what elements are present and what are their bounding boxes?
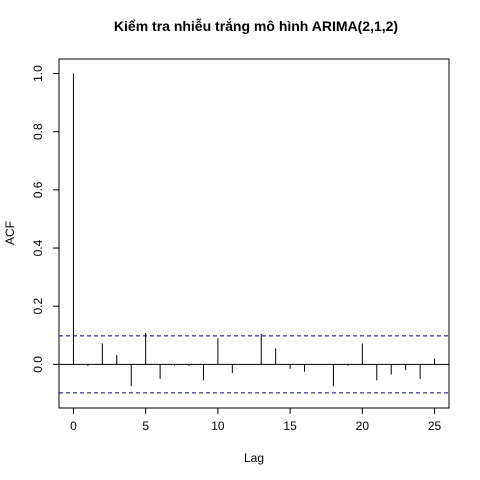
- x-tick-label-15: 15: [283, 419, 297, 433]
- x-tick-label-0: 0: [70, 419, 77, 433]
- chart-title: Kiểm tra nhiễu trắng mô hình ARIMA(2,1,2…: [114, 17, 398, 34]
- x-tick-label-20: 20: [356, 419, 370, 433]
- x-axis: 0 5 10 15 20 25: [70, 408, 442, 433]
- plot-frame: [58, 58, 450, 409]
- x-axis-label: Lag: [244, 451, 264, 465]
- y-axis-label: ACF: [3, 221, 17, 245]
- y-tick-label-0.8: 0.8: [31, 123, 45, 140]
- y-axis: 0.0 0.2 0.4 0.6 0.8 1.0: [31, 65, 59, 373]
- x-tick-label-25: 25: [428, 419, 442, 433]
- acf-spikes: [72, 73, 436, 387]
- x-tick-label-5: 5: [142, 419, 149, 433]
- y-tick-label-0.4: 0.4: [31, 239, 45, 256]
- y-tick-label-0.0: 0.0: [31, 356, 45, 373]
- y-tick-label-1.0: 1.0: [31, 65, 45, 82]
- confidence-bounds: [59, 335, 449, 394]
- y-tick-label-0.6: 0.6: [31, 181, 45, 198]
- y-tick-label-0.2: 0.2: [31, 298, 45, 315]
- x-tick-label-10: 10: [211, 419, 225, 433]
